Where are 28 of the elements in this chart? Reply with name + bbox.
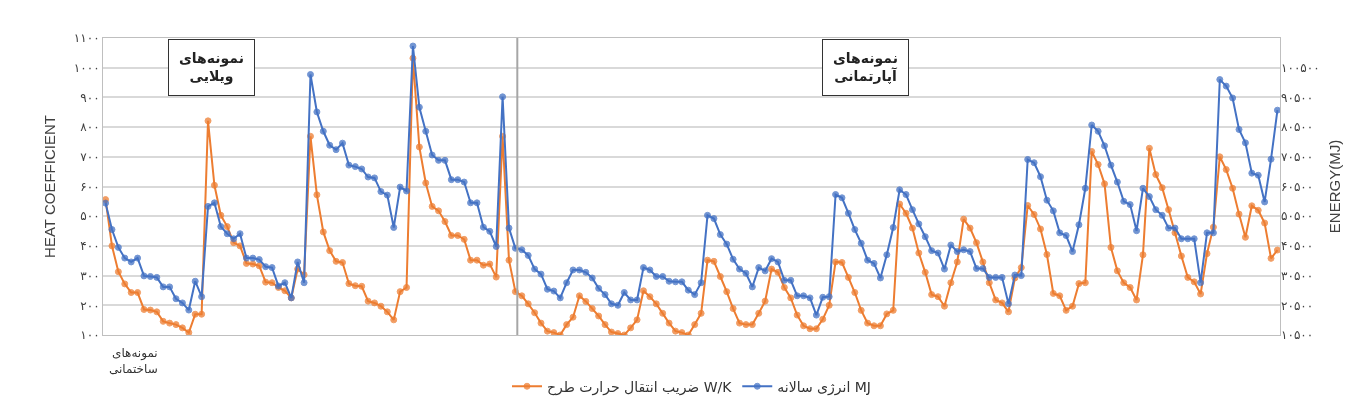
- annotation: نمونه‌های آپارتمانی: [833, 50, 899, 86]
- y-tick-label: ۲۰۰: [80, 298, 100, 313]
- y-tick-label: ۳۰۰: [80, 268, 100, 283]
- y-tick-label: ۸۰۰: [80, 120, 100, 135]
- y2-tick-label: ۹۰۵۰۰: [1281, 90, 1314, 105]
- y-tick-label: ۱۱۰۰: [73, 31, 100, 46]
- y-tick-label: ۷۰۰: [80, 150, 100, 164]
- y2-tick-label: ۵۰۵۰۰: [1281, 209, 1314, 224]
- y2-axis-title: ENERGY(MJ): [1325, 139, 1343, 234]
- x-axis-title: نمونه‌های ساختمانی: [109, 346, 158, 376]
- y-tick-label: ۴۰۰: [80, 239, 100, 254]
- y-tick-label: ۵۰۰: [80, 209, 100, 224]
- y-tick-label: ۶۰۰: [80, 179, 100, 194]
- y2-tick-label: ۸۰۵۰۰: [1281, 120, 1314, 135]
- legend-label: انرژی سالانه MJ: [777, 378, 871, 396]
- annotation: نمونه‌های ویلایی: [179, 50, 244, 86]
- y-axis-title: HEAT COEFFICIENT: [41, 115, 59, 258]
- legend-label: ضریب انتقال حرارت طرح W/K: [547, 378, 733, 396]
- y2-tick-label: ۳۰۵۰۰: [1281, 268, 1314, 283]
- y2-tick-label: ۲۰۵۰۰: [1281, 298, 1314, 313]
- y2-tick-label: ۴۰۵۰۰: [1281, 239, 1314, 254]
- y-tick-label: ۱۰۰۰: [73, 60, 100, 75]
- y2-tick-label: ۶۰۵۰۰: [1281, 179, 1314, 194]
- y2-tick-label: ۱۰۵۰۰: [1281, 328, 1314, 343]
- y-tick-label: ۹۰۰: [80, 90, 100, 105]
- y2-tick-label: ۷۰۵۰۰: [1281, 150, 1314, 164]
- y-tick-label: ۱۰۰: [80, 328, 100, 343]
- y2-tick-label: ۱۰۰۵۰۰: [1281, 60, 1320, 75]
